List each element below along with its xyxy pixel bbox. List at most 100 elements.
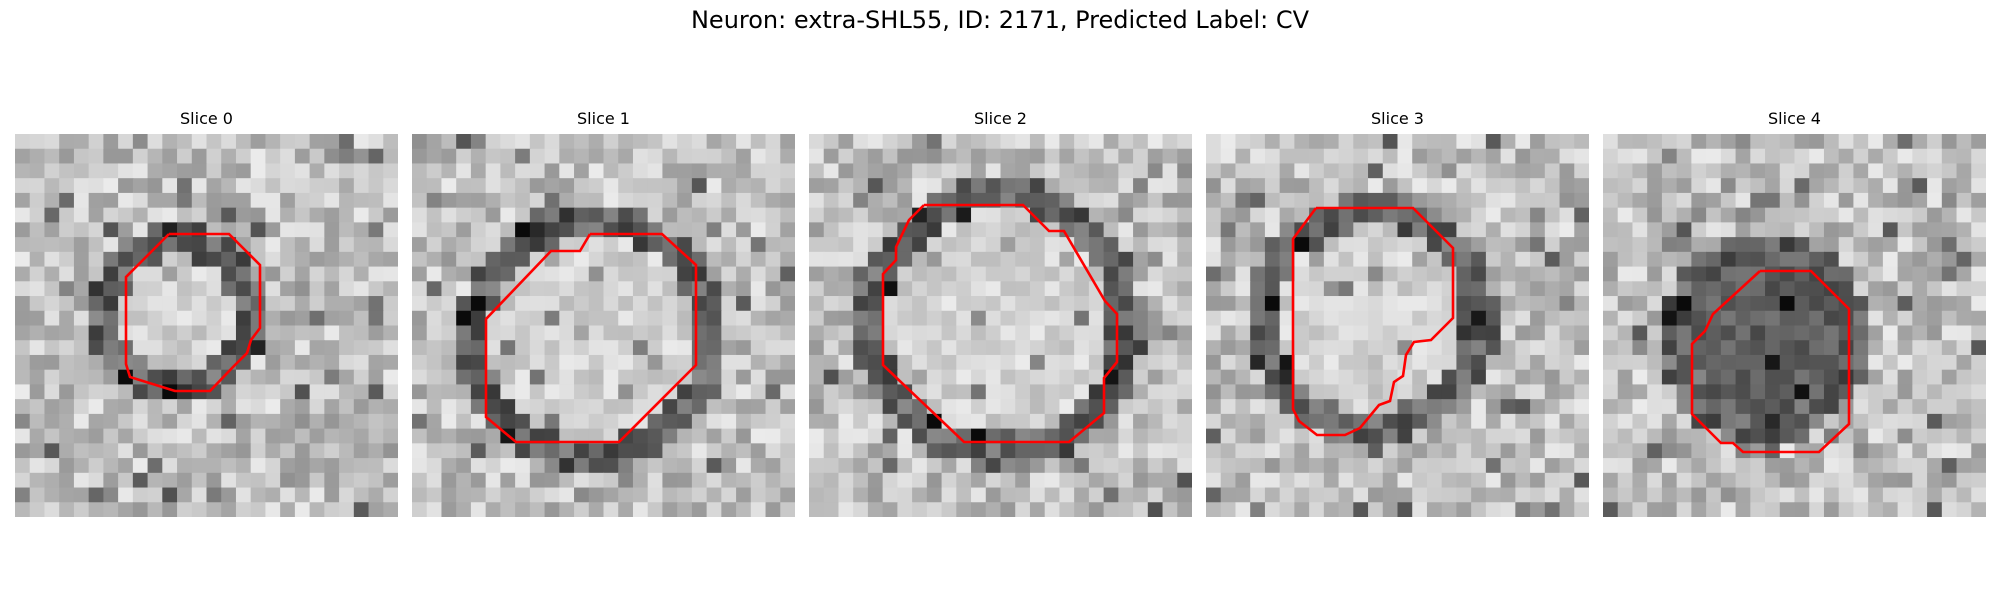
pixel [1720,369,1737,386]
pixel [118,222,134,238]
pixel [1574,192,1589,209]
pixel [1779,296,1796,312]
pixel [324,281,340,297]
pixel [1515,369,1531,386]
pixel [691,384,708,400]
pixel [882,369,898,386]
pixel [1882,237,1899,253]
pixel [383,369,398,386]
pixel [1309,399,1325,415]
pixel [1603,354,1619,371]
pixel [1382,134,1399,150]
pixel [1515,340,1531,356]
pixel [853,296,869,312]
pixel [603,296,619,312]
pixel [1426,369,1443,386]
pixel [603,222,619,238]
pixel [1162,458,1178,474]
pixel [1471,354,1487,371]
pixel [882,413,898,430]
pixel [1368,354,1384,371]
pixel [691,207,708,223]
pixel [1941,266,1958,282]
pixel [897,281,913,297]
pixel [1264,325,1281,341]
pixel [1147,134,1164,150]
pixel [1220,163,1237,179]
pixel [544,502,560,517]
pixel [515,384,531,400]
pixel [1044,487,1061,503]
pixel [368,428,384,444]
pixel [1823,207,1840,223]
pixel [1294,281,1310,297]
pixel [1250,134,1266,150]
pixel [1206,428,1222,444]
pixel [1441,502,1458,517]
pixel [1603,192,1619,209]
pixel [1971,310,1986,327]
pixel [1397,310,1413,327]
pixel [1735,472,1751,489]
pixel [324,251,340,268]
pixel [1794,413,1810,430]
pixel [147,178,163,194]
pixel [985,458,1002,474]
pixel [809,192,825,209]
pixel [1177,281,1192,297]
pixel [1735,310,1751,327]
pixel [29,266,46,282]
pixel [1750,207,1766,223]
pixel [88,384,104,400]
pixel [1912,296,1928,312]
pixel [1412,443,1428,459]
pixel [294,266,311,282]
pixel [1338,281,1354,297]
pixel [1162,134,1178,150]
pixel [1353,266,1369,282]
pixel [1823,266,1840,282]
pixel [544,413,560,430]
pixel [1382,413,1399,430]
pixel [1235,413,1251,430]
pixel [1441,148,1458,165]
pixel [1750,222,1766,238]
pixel [324,207,340,223]
pixel [1162,354,1178,371]
pixel [1368,340,1384,356]
pixel [339,222,355,238]
pixel [147,502,163,517]
pixel [1250,502,1266,517]
pixel [339,443,355,459]
pixel [1853,251,1869,268]
pixel [1515,354,1531,371]
pixel [515,472,531,489]
pixel [29,281,46,297]
pixel [838,134,854,150]
pixel [632,354,649,371]
pixel [662,134,678,150]
pixel [147,192,163,209]
pixel [780,384,795,400]
pixel [1220,281,1237,297]
pixel [1235,428,1251,444]
pixel [191,192,208,209]
pixel [603,163,619,179]
pixel [1264,369,1281,386]
pixel [1897,399,1913,415]
pixel [823,413,840,430]
pixel [677,487,693,503]
pixel [1971,443,1986,459]
pixel [736,266,752,282]
pixel [529,222,546,238]
pixel [368,237,384,253]
pixel [956,163,972,179]
pixel [765,266,781,282]
pixel [412,487,428,503]
pixel [1412,148,1428,165]
pixel [1294,428,1310,444]
pixel [1971,251,1986,268]
pixel [809,340,825,356]
pixel [1456,458,1472,474]
pixel [1147,399,1164,415]
